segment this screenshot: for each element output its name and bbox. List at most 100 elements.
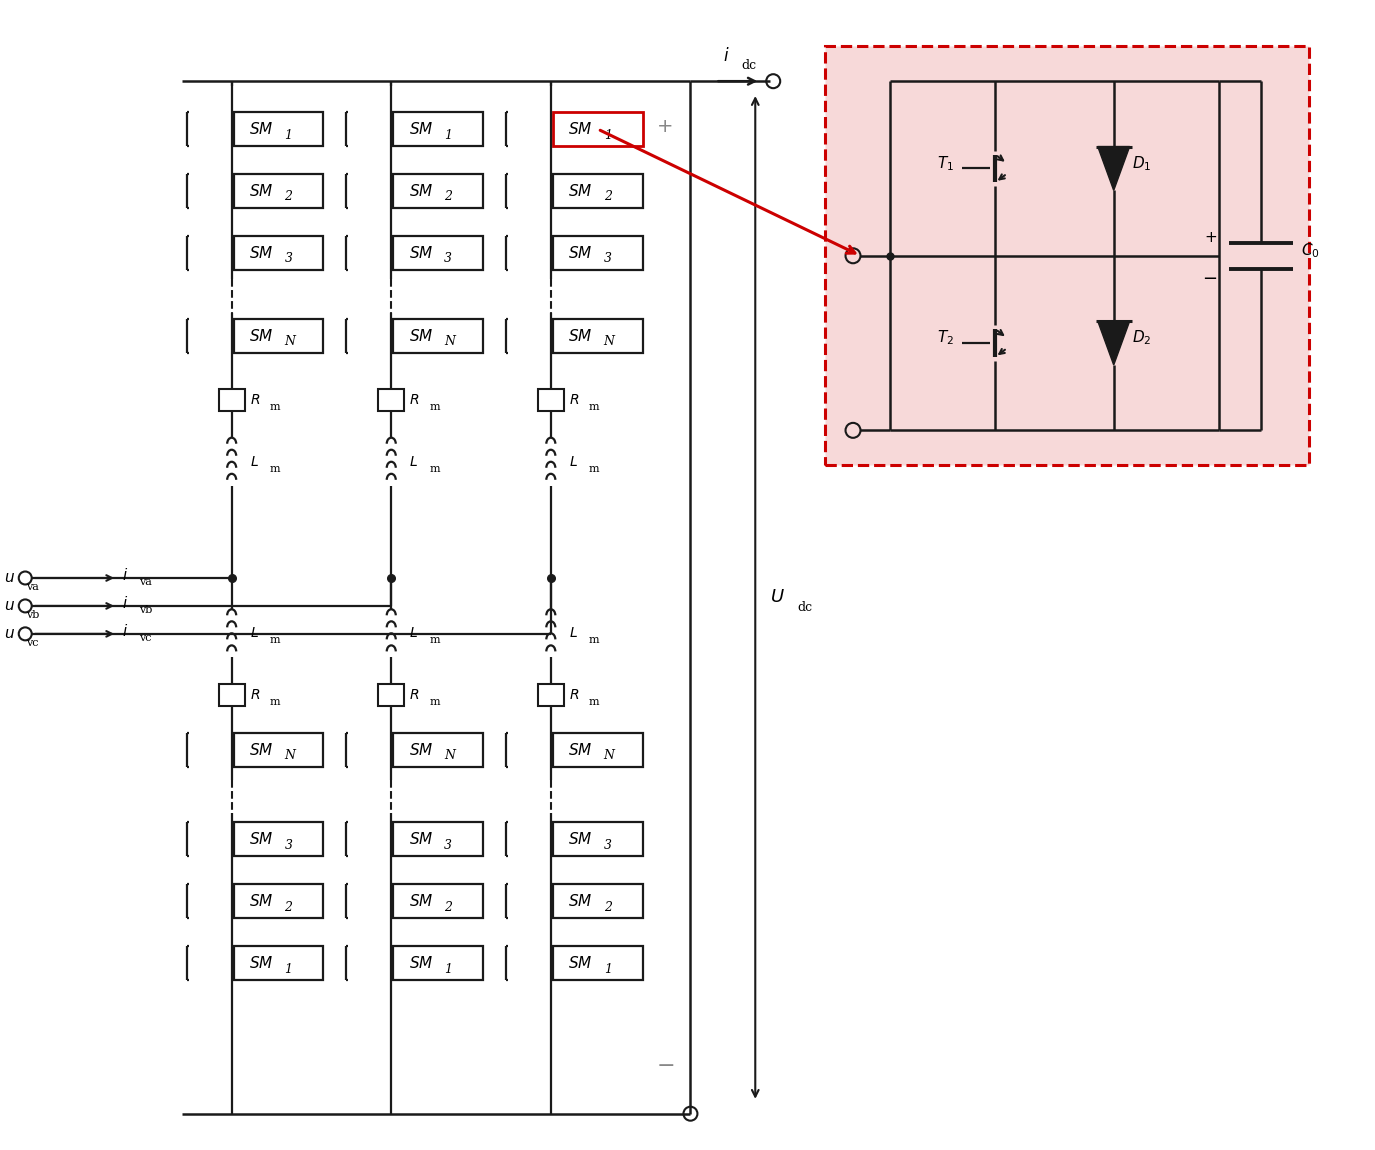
Text: m: m: [270, 463, 280, 474]
Text: $i$: $i$: [122, 595, 128, 611]
Text: $\mathit{SM}$: $\mathit{SM}$: [249, 742, 274, 758]
Text: 1: 1: [604, 963, 612, 975]
Text: m: m: [588, 402, 600, 413]
Bar: [234, 822, 323, 857]
Bar: [234, 236, 323, 270]
Text: $i$: $i$: [723, 47, 730, 66]
Text: $U$: $U$: [770, 589, 785, 606]
Text: $\mathit{SM}$: $\mathit{SM}$: [408, 245, 433, 261]
Text: $L$: $L$: [250, 627, 258, 641]
Text: $\mathit{SM}$: $\mathit{SM}$: [249, 328, 274, 344]
Text: $T_1$: $T_1$: [936, 154, 954, 172]
Text: 1: 1: [444, 129, 452, 141]
Text: 1: 1: [604, 129, 612, 141]
Text: 2: 2: [604, 191, 612, 204]
Bar: [234, 946, 323, 980]
Text: $\mathit{SM}$: $\mathit{SM}$: [408, 121, 433, 137]
Bar: [553, 236, 642, 270]
Text: $\mathit{SM}$: $\mathit{SM}$: [408, 954, 433, 971]
Text: $R$: $R$: [410, 688, 419, 702]
Text: 2: 2: [285, 900, 293, 914]
Text: 1: 1: [285, 963, 293, 975]
Text: dc: dc: [798, 601, 813, 614]
Text: 3: 3: [444, 838, 452, 852]
Text: m: m: [270, 697, 280, 707]
Text: $i$: $i$: [122, 567, 128, 583]
Bar: [378, 390, 404, 412]
Text: va: va: [139, 577, 151, 586]
Bar: [553, 822, 642, 857]
Text: $\mathit{SM}$: $\mathit{SM}$: [408, 894, 433, 910]
Text: $L$: $L$: [569, 627, 578, 641]
Text: 3: 3: [604, 838, 612, 852]
Text: 3: 3: [444, 252, 452, 266]
Text: N: N: [285, 749, 296, 762]
Text: $T_2$: $T_2$: [936, 329, 954, 347]
Text: 1: 1: [285, 129, 293, 141]
Text: $\mathit{SM}$: $\mathit{SM}$: [568, 183, 593, 199]
Bar: [553, 884, 642, 918]
Text: N: N: [444, 749, 455, 762]
Text: N: N: [604, 335, 615, 348]
Text: N: N: [285, 335, 296, 348]
Bar: [234, 319, 323, 353]
Bar: [393, 822, 483, 857]
Bar: [538, 684, 564, 706]
Bar: [219, 390, 245, 412]
Text: vb: vb: [139, 605, 153, 615]
Bar: [553, 112, 642, 146]
Text: $\mathit{SM}$: $\mathit{SM}$: [408, 831, 433, 848]
Text: $L$: $L$: [569, 454, 578, 469]
Text: $\mathit{SM}$: $\mathit{SM}$: [568, 328, 593, 344]
Bar: [553, 946, 642, 980]
Text: −: −: [1202, 270, 1217, 288]
Text: $\mathit{SM}$: $\mathit{SM}$: [568, 742, 593, 758]
FancyBboxPatch shape: [825, 46, 1309, 466]
Bar: [393, 112, 483, 146]
Bar: [234, 174, 323, 208]
Text: $D_1$: $D_1$: [1132, 154, 1151, 172]
Text: $u$: $u$: [4, 627, 15, 641]
Bar: [538, 390, 564, 412]
Text: $\mathit{SM}$: $\mathit{SM}$: [408, 183, 433, 199]
Text: 3: 3: [285, 838, 293, 852]
Bar: [393, 884, 483, 918]
Text: $\mathit{SM}$: $\mathit{SM}$: [408, 328, 433, 344]
Text: 3: 3: [285, 252, 293, 266]
Bar: [234, 884, 323, 918]
Text: $R$: $R$: [410, 393, 419, 407]
Bar: [234, 733, 323, 767]
Text: $\mathit{SM}$: $\mathit{SM}$: [249, 894, 274, 910]
Text: 1: 1: [444, 963, 452, 975]
Bar: [553, 733, 642, 767]
Text: m: m: [429, 635, 440, 645]
Text: $i$: $i$: [122, 623, 128, 639]
Text: N: N: [444, 335, 455, 348]
Text: 3: 3: [604, 252, 612, 266]
Text: $R$: $R$: [250, 688, 260, 702]
Polygon shape: [1097, 321, 1130, 365]
Text: $L$: $L$: [250, 454, 258, 469]
Text: $u$: $u$: [4, 599, 15, 613]
Text: $\mathit{SM}$: $\mathit{SM}$: [568, 121, 593, 137]
Text: $\mathit{SM}$: $\mathit{SM}$: [568, 954, 593, 971]
Text: m: m: [429, 463, 440, 474]
Bar: [378, 684, 404, 706]
Text: vc: vc: [26, 638, 38, 647]
Text: +: +: [1204, 230, 1217, 245]
Text: m: m: [429, 697, 440, 707]
Polygon shape: [1097, 146, 1130, 191]
Text: m: m: [588, 635, 600, 645]
Text: $C_0$: $C_0$: [1301, 242, 1320, 260]
Text: $R$: $R$: [250, 393, 260, 407]
Text: $\mathit{SM}$: $\mathit{SM}$: [249, 245, 274, 261]
Text: 2: 2: [285, 191, 293, 204]
Text: m: m: [588, 463, 600, 474]
Text: m: m: [270, 402, 280, 413]
Bar: [553, 174, 642, 208]
Text: $\mathit{SM}$: $\mathit{SM}$: [568, 245, 593, 261]
Bar: [393, 236, 483, 270]
Text: N: N: [604, 749, 615, 762]
Text: vb: vb: [26, 610, 40, 620]
Text: va: va: [26, 582, 38, 592]
